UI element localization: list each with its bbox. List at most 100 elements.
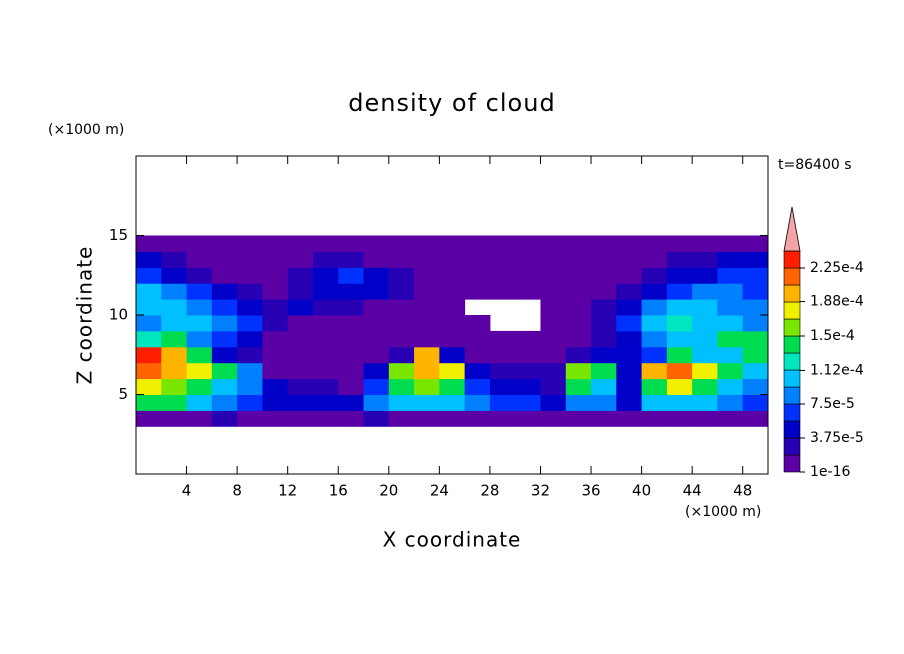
cell	[666, 283, 693, 300]
chart-title: density of cloud	[348, 89, 555, 117]
x-tick-label: 24	[430, 482, 449, 500]
cell	[717, 362, 744, 380]
cell	[414, 251, 440, 268]
cell	[338, 362, 365, 380]
cell	[591, 330, 617, 348]
cell	[414, 394, 440, 411]
cell	[136, 330, 162, 348]
cell	[692, 410, 718, 427]
cell	[565, 378, 592, 395]
cell	[388, 315, 415, 332]
cell	[540, 394, 567, 411]
cell	[717, 267, 744, 284]
cell	[515, 283, 541, 300]
cell	[338, 378, 365, 395]
cell	[591, 346, 617, 364]
colorbar-band	[783, 250, 801, 269]
cell	[515, 267, 541, 284]
cell	[312, 235, 339, 252]
x-tick-label: 44	[683, 482, 702, 500]
cell	[666, 315, 693, 332]
cell	[136, 410, 162, 427]
cell	[515, 330, 541, 348]
cell	[439, 346, 466, 364]
cell	[287, 235, 314, 252]
cell	[489, 251, 516, 268]
cell	[439, 267, 466, 284]
cell	[338, 251, 365, 268]
cell	[742, 315, 769, 332]
cell	[666, 251, 693, 268]
cell	[717, 378, 744, 395]
cell	[161, 394, 188, 411]
cell	[161, 330, 188, 348]
cell	[742, 394, 769, 411]
cell	[666, 362, 693, 380]
cell	[565, 267, 592, 284]
cell	[464, 394, 491, 411]
colorbar-extend	[783, 206, 801, 252]
cell	[641, 267, 668, 284]
cell	[363, 251, 390, 268]
colorbar-band	[783, 420, 801, 439]
cell	[338, 346, 365, 364]
cell	[186, 394, 213, 411]
cell	[338, 330, 365, 348]
cell	[692, 394, 718, 411]
cell	[641, 346, 668, 364]
cell	[565, 283, 592, 300]
cell	[186, 299, 213, 316]
cell	[161, 315, 188, 332]
cell	[287, 394, 314, 411]
cell	[692, 346, 718, 364]
cell	[464, 315, 491, 332]
cell	[464, 410, 491, 427]
cell	[515, 251, 541, 268]
cell	[515, 394, 541, 411]
cell	[439, 330, 466, 348]
cell	[489, 394, 516, 411]
cell	[591, 394, 617, 411]
cell	[161, 235, 188, 252]
cell	[464, 362, 491, 380]
cell	[211, 315, 238, 332]
cell	[565, 346, 592, 364]
cell	[565, 330, 592, 348]
cell	[515, 235, 541, 252]
colorbar-band	[783, 267, 801, 286]
cell	[616, 394, 643, 411]
cell	[287, 315, 314, 332]
cell	[641, 283, 668, 300]
cell	[388, 394, 415, 411]
cell	[591, 299, 617, 316]
cell	[464, 251, 491, 268]
cell	[489, 283, 516, 300]
cell	[363, 315, 390, 332]
cell	[414, 378, 440, 395]
cell	[439, 299, 466, 316]
cell	[237, 299, 263, 316]
cell	[464, 235, 491, 252]
cell	[439, 410, 466, 427]
cell	[414, 346, 440, 364]
cell	[287, 251, 314, 268]
cell	[489, 362, 516, 380]
cell	[136, 267, 162, 284]
x-tick-label: 40	[632, 482, 651, 500]
cell	[742, 362, 769, 380]
cell	[161, 299, 188, 316]
cell	[363, 267, 390, 284]
cell	[616, 283, 643, 300]
cell	[262, 362, 289, 380]
cell	[211, 378, 238, 395]
cell	[717, 283, 744, 300]
colorbar-band	[783, 284, 801, 303]
cell	[666, 330, 693, 348]
cell	[237, 410, 263, 427]
cell	[540, 410, 567, 427]
cell	[363, 346, 390, 364]
x-tick-label: 36	[581, 482, 600, 500]
cell	[136, 362, 162, 380]
cell	[312, 315, 339, 332]
